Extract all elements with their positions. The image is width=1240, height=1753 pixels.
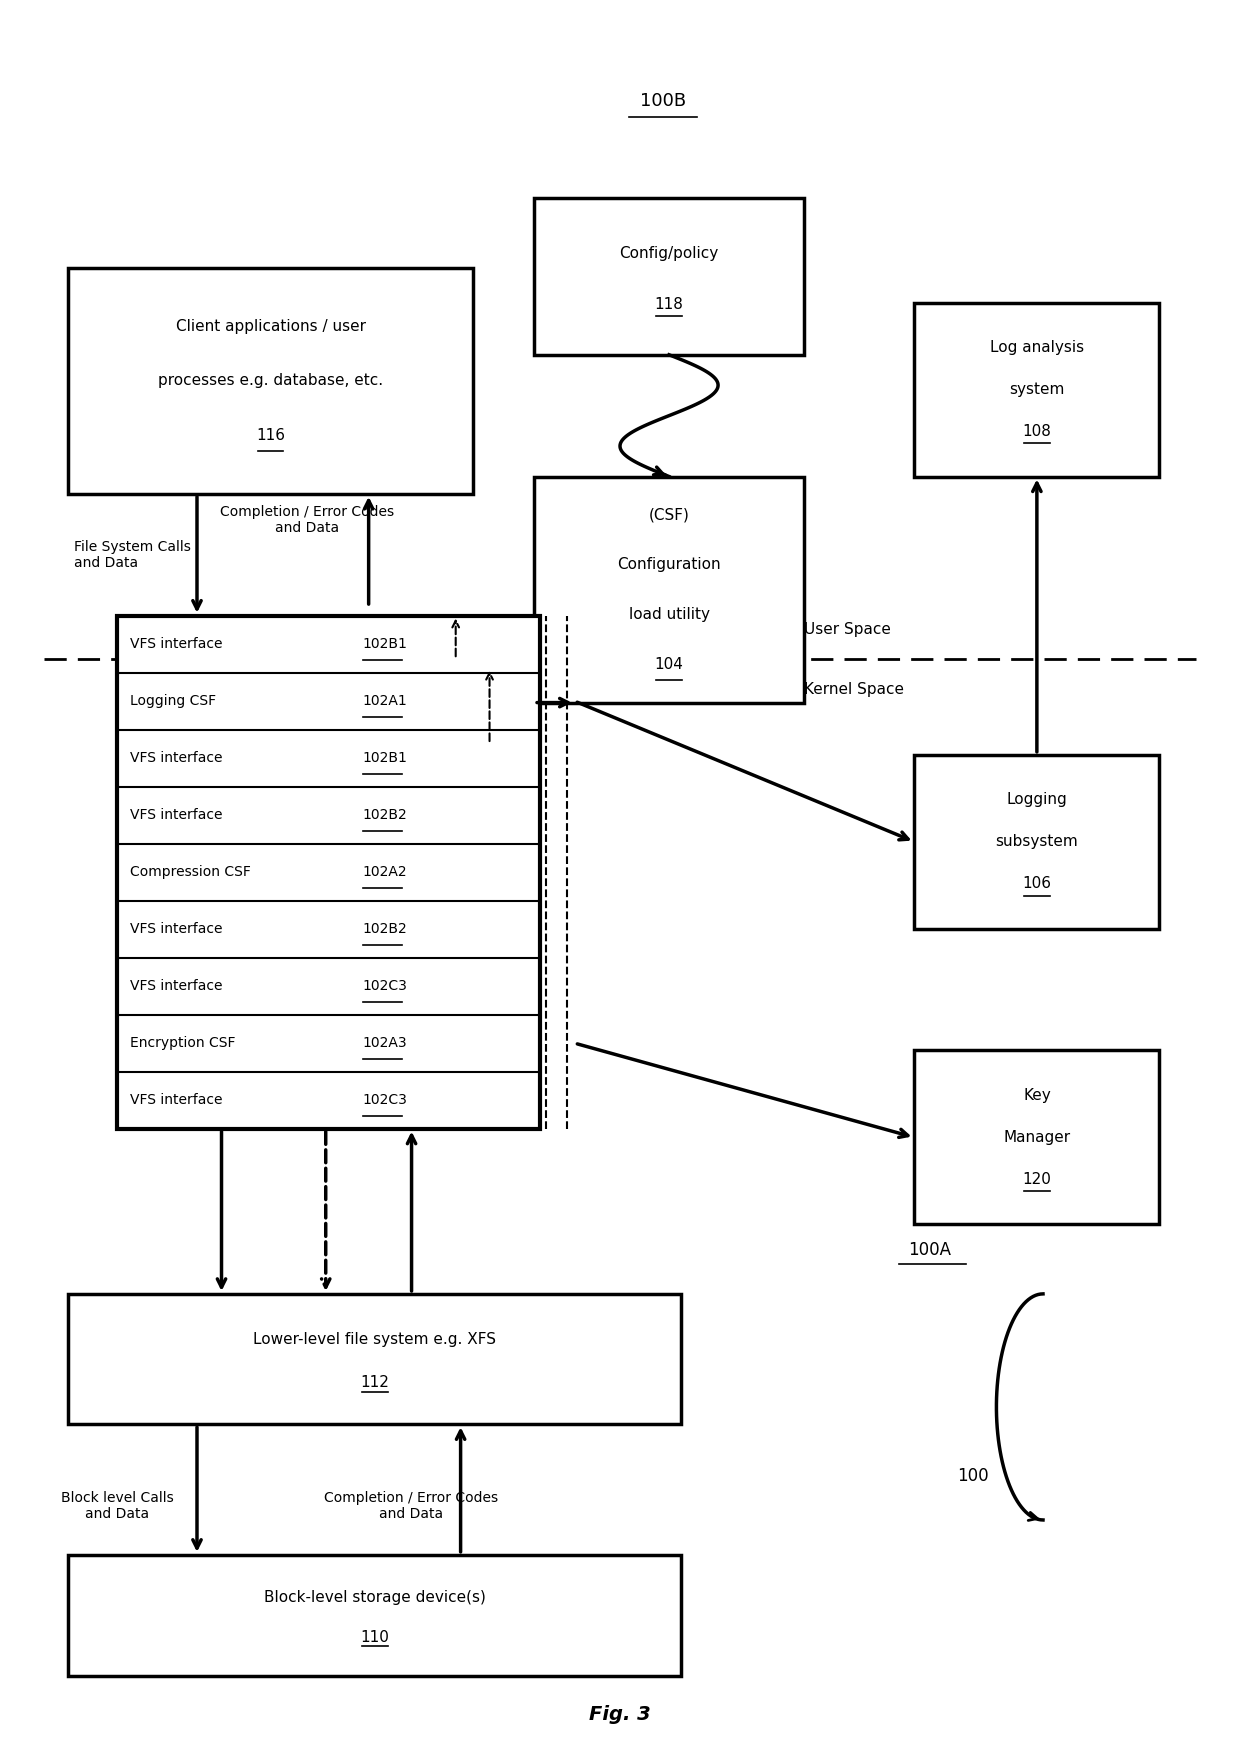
Text: Completion / Error Codes
and Data: Completion / Error Codes and Data <box>325 1492 498 1522</box>
Text: Manager: Manager <box>1003 1131 1070 1145</box>
FancyBboxPatch shape <box>534 198 804 354</box>
FancyBboxPatch shape <box>68 1555 681 1676</box>
Text: 100B: 100B <box>640 91 686 110</box>
Text: 102A1: 102A1 <box>362 694 408 708</box>
Text: 104: 104 <box>655 657 683 671</box>
Text: Lower-level file system e.g. XFS: Lower-level file system e.g. XFS <box>253 1332 496 1346</box>
FancyBboxPatch shape <box>534 477 804 703</box>
Text: Client applications / user: Client applications / user <box>176 319 366 335</box>
Text: VFS interface: VFS interface <box>129 750 222 764</box>
Text: 100: 100 <box>957 1467 988 1485</box>
Text: Block level Calls
and Data: Block level Calls and Data <box>61 1492 174 1522</box>
Text: subsystem: subsystem <box>996 834 1079 848</box>
Text: 102A2: 102A2 <box>362 866 407 880</box>
Text: Compression CSF: Compression CSF <box>129 866 250 880</box>
Text: 100A: 100A <box>908 1241 951 1259</box>
Text: 102B1: 102B1 <box>362 636 408 650</box>
Text: system: system <box>1009 382 1065 396</box>
Text: VFS interface: VFS interface <box>129 922 222 936</box>
Text: 102B2: 102B2 <box>362 922 408 936</box>
Text: 110: 110 <box>361 1630 389 1644</box>
Text: VFS interface: VFS interface <box>129 808 222 822</box>
Text: Completion / Error Codes
and Data: Completion / Error Codes and Data <box>221 505 394 535</box>
Text: 112: 112 <box>361 1374 389 1390</box>
Text: 108: 108 <box>1023 424 1052 438</box>
Text: 120: 120 <box>1023 1171 1052 1187</box>
FancyBboxPatch shape <box>68 1294 681 1425</box>
Text: 106: 106 <box>1022 876 1052 891</box>
Text: Encryption CSF: Encryption CSF <box>129 1036 236 1050</box>
Text: VFS interface: VFS interface <box>129 636 222 650</box>
Text: 102B1: 102B1 <box>362 750 408 764</box>
Text: Configuration: Configuration <box>618 557 720 571</box>
FancyBboxPatch shape <box>68 268 472 494</box>
FancyBboxPatch shape <box>914 756 1159 929</box>
Text: Key: Key <box>1023 1089 1050 1103</box>
Text: Block-level storage device(s): Block-level storage device(s) <box>264 1590 486 1604</box>
Text: Fig. 3: Fig. 3 <box>589 1706 651 1725</box>
Text: File System Calls
and Data: File System Calls and Data <box>74 540 191 570</box>
Text: processes e.g. database, etc.: processes e.g. database, etc. <box>157 373 383 389</box>
Text: Config/policy: Config/policy <box>620 245 719 261</box>
Text: VFS interface: VFS interface <box>129 1094 222 1108</box>
Text: (CSF): (CSF) <box>649 507 689 522</box>
FancyBboxPatch shape <box>914 303 1159 477</box>
Text: 102B2: 102B2 <box>362 808 408 822</box>
Text: User Space: User Space <box>804 622 890 636</box>
FancyBboxPatch shape <box>914 1050 1159 1224</box>
Text: 102A3: 102A3 <box>362 1036 407 1050</box>
Text: 102C3: 102C3 <box>362 1094 408 1108</box>
Text: Logging: Logging <box>1007 792 1068 808</box>
Text: Kernel Space: Kernel Space <box>804 682 904 696</box>
Text: VFS interface: VFS interface <box>129 980 222 994</box>
Text: load utility: load utility <box>629 607 709 622</box>
Text: 102C3: 102C3 <box>362 980 408 994</box>
Text: Log analysis: Log analysis <box>990 340 1084 356</box>
Text: 116: 116 <box>255 428 285 442</box>
Text: 118: 118 <box>655 298 683 312</box>
Text: Logging CSF: Logging CSF <box>129 694 216 708</box>
FancyBboxPatch shape <box>118 615 541 1129</box>
